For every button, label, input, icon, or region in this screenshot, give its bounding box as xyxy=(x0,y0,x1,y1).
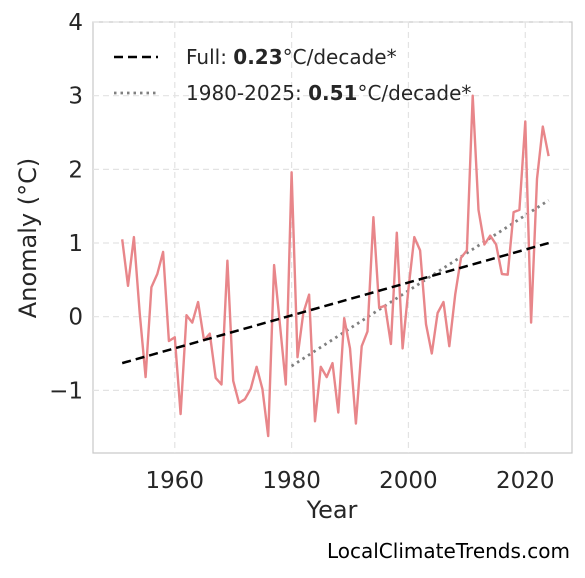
y-tick-label: 2 xyxy=(68,157,83,183)
y-tick-label: 4 xyxy=(68,10,83,36)
watermark: LocalClimateTrends.com xyxy=(327,539,570,563)
x-tick-label: 1980 xyxy=(262,468,321,494)
grid-lines xyxy=(93,21,572,453)
data-series xyxy=(121,94,550,438)
x-tick-label: 2000 xyxy=(379,468,438,494)
legend-full-suffix: °C/decade* xyxy=(283,45,397,69)
legend-recent-suffix: °C/decade* xyxy=(357,81,471,105)
x-tick-label: 1960 xyxy=(146,468,205,494)
legend-entry-recent: 1980-2025: 0.51°C/decade* xyxy=(186,81,471,105)
y-tick-label: 3 xyxy=(68,84,83,110)
y-axis-label: Anomaly (°C) xyxy=(14,158,42,318)
legend-full-prefix: Full: xyxy=(186,45,233,69)
legend-recent-rate: 0.51 xyxy=(308,81,357,105)
trend-line-1980-2025 xyxy=(290,199,550,368)
y-axis-ticks: −1 0 1 2 3 4 xyxy=(49,10,83,404)
anomaly-line xyxy=(121,94,550,438)
legend-full-rate: 0.23 xyxy=(233,45,282,69)
x-axis-ticks: 1960 1980 2000 2020 xyxy=(146,468,555,494)
y-tick-label: 0 xyxy=(68,305,83,331)
legend: Full: 0.23°C/decade* 1980-2025: 0.51°C/d… xyxy=(114,45,471,105)
x-tick-label: 2020 xyxy=(496,468,555,494)
legend-recent-prefix: 1980-2025: xyxy=(186,81,308,105)
y-tick-label: 1 xyxy=(68,231,83,257)
trend-recent-line xyxy=(290,199,550,368)
legend-entry-full: Full: 0.23°C/decade* xyxy=(186,45,397,69)
y-tick-label: −1 xyxy=(49,378,83,404)
x-axis-label: Year xyxy=(306,496,358,524)
trend-line-full xyxy=(121,241,549,365)
trend-full-line xyxy=(121,241,549,365)
